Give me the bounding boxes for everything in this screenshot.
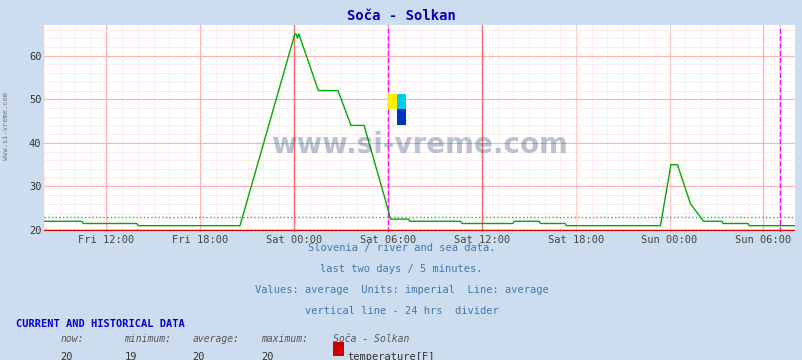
Text: www.si-vreme.com: www.si-vreme.com [271, 131, 567, 159]
Text: maximum:: maximum: [261, 334, 308, 344]
Text: last two days / 5 minutes.: last two days / 5 minutes. [320, 264, 482, 274]
Text: temperature[F]: temperature[F] [346, 352, 434, 360]
Text: Soča - Solkan: Soča - Solkan [346, 9, 456, 23]
Text: Values: average  Units: imperial  Line: average: Values: average Units: imperial Line: av… [254, 285, 548, 295]
Text: www.si-vreme.com: www.si-vreme.com [3, 92, 10, 160]
Text: 19: 19 [124, 352, 137, 360]
Text: 20: 20 [261, 352, 273, 360]
Text: vertical line - 24 hrs  divider: vertical line - 24 hrs divider [304, 306, 498, 316]
Text: CURRENT AND HISTORICAL DATA: CURRENT AND HISTORICAL DATA [16, 319, 184, 329]
Text: Soča - Solkan: Soča - Solkan [333, 334, 409, 344]
Text: Slovenia / river and sea data.: Slovenia / river and sea data. [307, 243, 495, 253]
Text: 20: 20 [60, 352, 73, 360]
Text: minimum:: minimum: [124, 334, 172, 344]
Text: average:: average: [192, 334, 240, 344]
Text: now:: now: [60, 334, 83, 344]
Text: 20: 20 [192, 352, 205, 360]
